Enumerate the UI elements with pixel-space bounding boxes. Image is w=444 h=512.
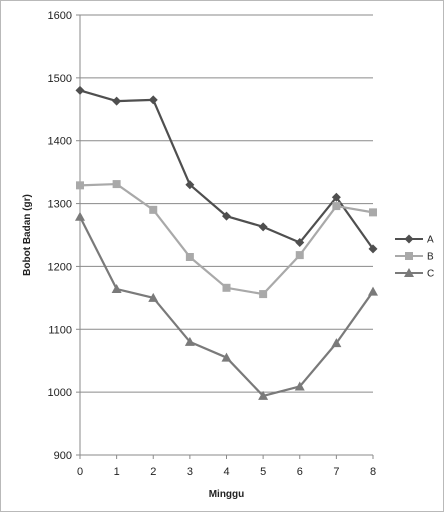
data-point-a — [112, 96, 122, 106]
y-tick-label: 1300 — [48, 199, 72, 211]
data-point-a — [222, 211, 231, 221]
y-axis-title: Bobot Badan (gr) — [22, 194, 33, 276]
series-b — [76, 180, 377, 299]
data-point-b — [222, 283, 231, 292]
data-point-c — [368, 286, 378, 296]
y-tick-label: 1000 — [48, 387, 72, 399]
legend-marker — [404, 268, 414, 277]
data-point-b — [332, 202, 341, 211]
series-line-c — [79, 216, 374, 398]
data-point-c — [221, 352, 232, 362]
legend-item-a: A — [395, 234, 434, 246]
data-point-b — [369, 208, 377, 217]
data-point-b — [185, 253, 194, 261]
series-a — [75, 85, 378, 254]
legend-item-c: C — [395, 268, 434, 280]
x-tick-label: 8 — [370, 466, 376, 478]
legend-label: B — [427, 252, 434, 263]
y-tick-labels: 900 1000 1100 1200 1300 1400 1500 1600 — [48, 10, 72, 462]
data-point-c — [148, 292, 159, 302]
series-line-b — [79, 182, 374, 296]
data-point-a — [368, 244, 378, 254]
x-tick-label: 4 — [223, 466, 229, 478]
y-tick-label: 1500 — [48, 73, 72, 85]
x-tick-label: 6 — [297, 466, 303, 478]
legend-item-b: B — [395, 252, 434, 263]
data-point-a — [258, 222, 268, 232]
x-tick-label: 1 — [114, 466, 120, 478]
x-tick-label: 3 — [187, 466, 193, 478]
y-tick-label: 1400 — [48, 136, 72, 148]
data-point-b — [112, 180, 121, 189]
data-point-c — [111, 284, 122, 294]
x-tick-labels: 0 1 2 3 4 5 6 7 8 — [77, 466, 376, 478]
data-point-a — [295, 238, 305, 248]
y-tick-label: 1100 — [48, 324, 72, 336]
legend: ABC — [395, 234, 434, 280]
data-point-a — [75, 85, 85, 95]
data-point-b — [259, 290, 268, 299]
y-tick-label: 900 — [54, 450, 72, 462]
series-c — [75, 211, 378, 400]
series-line-a — [79, 89, 374, 250]
legend-label: C — [427, 269, 434, 280]
data-point-b — [149, 205, 158, 214]
data-point-c — [75, 211, 85, 221]
x-axis-title: Minggu — [209, 489, 245, 500]
series-lines — [75, 85, 378, 400]
data-point-b — [295, 251, 304, 260]
data-point-c — [294, 381, 305, 391]
data-point-a — [148, 95, 158, 105]
x-tick-label: 2 — [150, 466, 156, 478]
x-tick-label: 7 — [333, 466, 339, 478]
data-point-c — [258, 390, 269, 400]
data-point-c — [184, 336, 195, 346]
x-tick-label: 0 — [77, 466, 83, 478]
data-point-b — [76, 181, 84, 190]
data-point-c — [331, 338, 342, 348]
legend-marker — [404, 234, 414, 244]
x-tick-label: 5 — [260, 466, 266, 478]
data-point-a — [331, 192, 341, 202]
y-tick-label: 1200 — [48, 261, 72, 273]
legend-marker — [405, 252, 413, 260]
gridlines — [80, 14, 373, 393]
data-point-a — [185, 180, 195, 190]
y-tick-label: 1600 — [48, 10, 72, 22]
legend-label: A — [427, 235, 434, 246]
